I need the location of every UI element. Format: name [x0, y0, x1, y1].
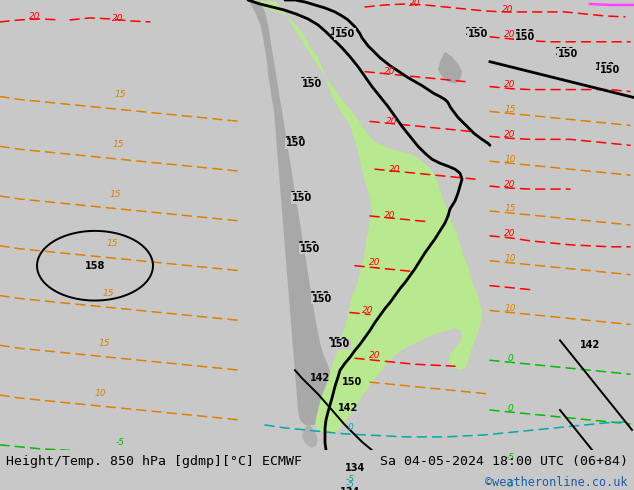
- Text: 150: 150: [312, 294, 332, 303]
- Text: 150: 150: [555, 47, 575, 57]
- Text: 20: 20: [504, 130, 515, 139]
- Text: 150: 150: [515, 29, 535, 39]
- Text: 150: 150: [328, 337, 348, 347]
- Text: 158: 158: [85, 261, 105, 270]
- Text: Sa 04-05-2024 18:00 UTC (06+84): Sa 04-05-2024 18:00 UTC (06+84): [380, 455, 628, 468]
- Text: 10: 10: [94, 389, 106, 397]
- Text: 20: 20: [410, 0, 421, 8]
- Polygon shape: [248, 0, 330, 425]
- Text: 10: 10: [504, 304, 515, 313]
- Text: 20: 20: [112, 14, 124, 24]
- Text: 150: 150: [468, 29, 488, 39]
- Text: 150: 150: [330, 340, 350, 349]
- Text: 0: 0: [347, 423, 353, 433]
- Text: 20: 20: [29, 12, 41, 22]
- Text: 15: 15: [109, 190, 120, 198]
- Text: 10: 10: [504, 155, 515, 164]
- Text: 10: 10: [504, 254, 515, 263]
- Text: 150: 150: [465, 27, 485, 37]
- Text: 15: 15: [114, 90, 126, 99]
- Text: 150: 150: [558, 49, 578, 59]
- Text: -5: -5: [346, 475, 354, 484]
- Text: 20: 20: [389, 165, 401, 173]
- Text: 20: 20: [502, 5, 514, 14]
- Text: 20: 20: [504, 80, 515, 89]
- Text: 150: 150: [286, 138, 306, 148]
- Text: 20: 20: [384, 67, 396, 76]
- Text: 142: 142: [580, 341, 600, 350]
- Text: 15: 15: [98, 339, 110, 348]
- Text: 150: 150: [298, 241, 318, 251]
- Text: 150: 150: [285, 136, 305, 147]
- Text: -5: -5: [115, 439, 124, 447]
- Text: 134: 134: [340, 487, 360, 490]
- Polygon shape: [248, 0, 482, 434]
- Text: 20: 20: [369, 258, 381, 267]
- Text: Height/Temp. 850 hPa [gdmp][°C] ECMWF: Height/Temp. 850 hPa [gdmp][°C] ECMWF: [6, 455, 302, 468]
- Text: 142: 142: [338, 403, 358, 413]
- Text: 20: 20: [384, 212, 396, 220]
- Text: 0: 0: [507, 354, 513, 363]
- Text: 20: 20: [369, 351, 381, 360]
- Text: -5: -5: [505, 453, 515, 462]
- Text: 15: 15: [107, 239, 118, 248]
- Text: 15: 15: [102, 289, 113, 298]
- Text: 150: 150: [335, 29, 355, 39]
- Text: 150: 150: [292, 193, 312, 203]
- Text: 20: 20: [386, 117, 398, 126]
- Text: 150: 150: [290, 191, 310, 201]
- Text: -5: -5: [505, 480, 515, 489]
- Text: 134: 134: [345, 463, 365, 473]
- Text: 20: 20: [504, 30, 515, 39]
- Text: 150: 150: [310, 291, 330, 300]
- Text: 150: 150: [302, 78, 322, 89]
- Text: 20: 20: [504, 229, 515, 238]
- Text: 20: 20: [362, 306, 374, 315]
- Text: 150: 150: [600, 65, 620, 74]
- Text: 150: 150: [300, 244, 320, 254]
- Text: 150: 150: [595, 62, 615, 72]
- Text: 142: 142: [310, 373, 330, 383]
- Text: 150: 150: [342, 377, 362, 387]
- Text: 150: 150: [515, 32, 535, 42]
- Text: 0: 0: [507, 404, 513, 413]
- Text: -5: -5: [346, 480, 354, 489]
- Polygon shape: [302, 422, 318, 448]
- Text: 150: 150: [330, 27, 350, 37]
- Text: ©weatheronline.co.uk: ©weatheronline.co.uk: [485, 476, 628, 490]
- Text: 150: 150: [300, 76, 320, 87]
- Text: 15: 15: [504, 204, 515, 214]
- Polygon shape: [438, 52, 462, 84]
- Text: 15: 15: [504, 105, 515, 114]
- Text: 20: 20: [504, 180, 515, 189]
- Text: 15: 15: [112, 140, 124, 149]
